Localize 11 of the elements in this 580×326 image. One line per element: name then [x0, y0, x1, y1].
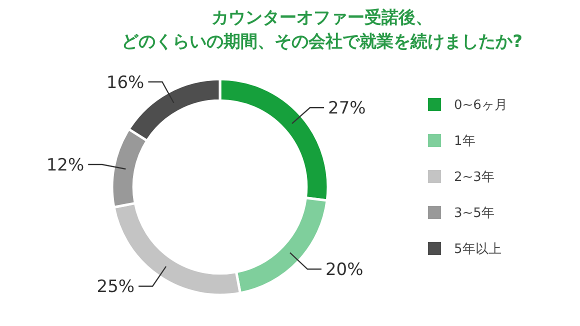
- data-label: 16%: [106, 72, 144, 93]
- data-label: 25%: [96, 277, 135, 298]
- legend-label: 2~3年: [454, 170, 494, 185]
- legend-label: 3~5年: [454, 206, 494, 221]
- data-label: 20%: [325, 260, 364, 280]
- chart-title: カウンターオファー受諾後、どのくらいの期間、その会社で就業を続けましたか?: [122, 8, 522, 52]
- legend-label: 5年以上: [454, 242, 502, 257]
- data-label: 27%: [328, 98, 366, 119]
- legend-label: 1年: [454, 134, 476, 149]
- data-label: 12%: [46, 156, 84, 176]
- legend-label: 0~6ヶ月: [454, 98, 508, 113]
